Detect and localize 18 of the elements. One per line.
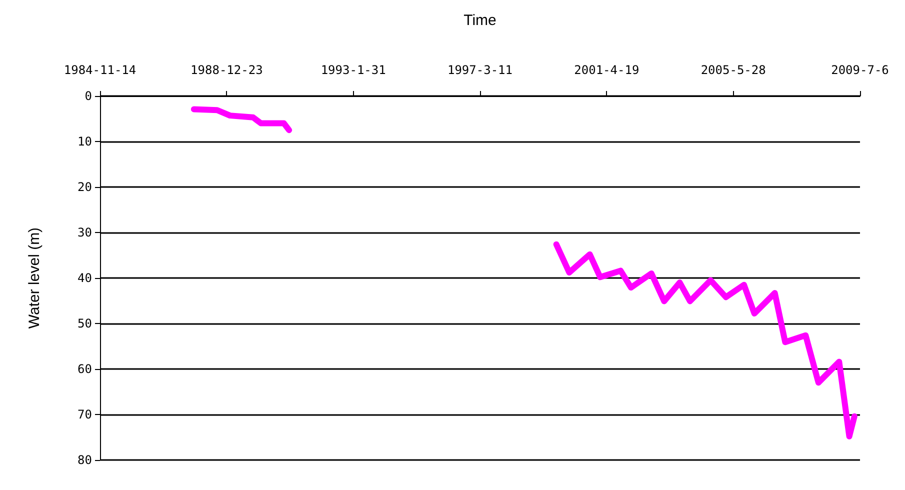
y-tick-label: 0 xyxy=(84,89,92,103)
y-tick-label: 60 xyxy=(78,362,92,376)
y-tick-label: 30 xyxy=(78,226,92,240)
y-tick-label: 40 xyxy=(78,271,92,285)
x-tick-label: 2001-4-19 xyxy=(574,63,640,77)
x-tick-label: 2009-7-6 xyxy=(831,63,889,77)
x-tick-label: 1984-11-14 xyxy=(64,63,136,77)
x-tick-label: 2005-5-28 xyxy=(700,63,766,77)
x-axis-title: Time xyxy=(464,12,496,29)
x-tick-label: 1997-3-11 xyxy=(447,63,513,77)
y-tick-label: 70 xyxy=(78,408,92,422)
y-tick-label: 50 xyxy=(78,316,92,330)
y-tick-label: 80 xyxy=(78,453,92,467)
x-tick-label: 1988-12-23 xyxy=(190,63,263,77)
y-axis-title: Water level (m) xyxy=(26,227,43,329)
y-tick-label: 20 xyxy=(78,180,92,194)
x-tick-label: 1993-1-31 xyxy=(320,63,386,77)
y-tick-label: 10 xyxy=(78,134,92,148)
